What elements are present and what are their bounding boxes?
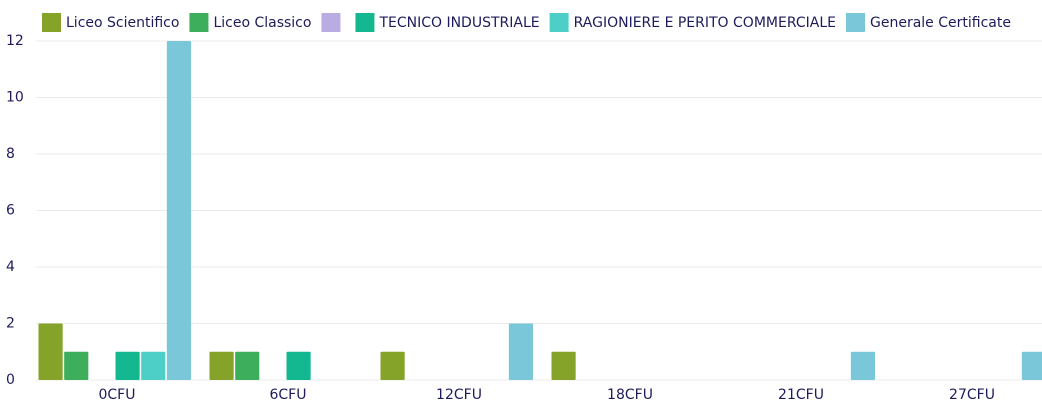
bar (551, 351, 576, 380)
y-tick-label: 8 (6, 146, 15, 162)
legend-label: TECNICO INDUSTRIALE (378, 15, 539, 31)
bar (1021, 351, 1042, 380)
legend-label: RAGIONIERE E PERITO COMMERCIALE (574, 15, 836, 31)
bar (115, 351, 140, 380)
bar (508, 323, 533, 380)
y-tick-label: 12 (6, 33, 24, 49)
legend-swatch (42, 13, 61, 32)
bar (235, 351, 260, 380)
legend: Liceo Scientifico Liceo Classico TECNICO I… (42, 13, 1011, 32)
legend-swatch (189, 13, 209, 32)
bar (141, 351, 166, 380)
x-tick-label: 27CFU (949, 387, 995, 403)
y-tick-label: 6 (6, 203, 15, 219)
legend-swatch (846, 13, 865, 32)
x-tick-label: 12CFU (436, 387, 482, 403)
legend-swatch (355, 13, 375, 32)
bar (64, 351, 89, 380)
legend-label: Liceo Scientifico (66, 15, 179, 31)
y-tick-label: 4 (6, 259, 15, 275)
y-tick-label: 0 (6, 372, 15, 388)
x-tick-label: 0CFU (99, 387, 136, 403)
bar (380, 351, 405, 380)
y-tick-label: 10 (6, 90, 24, 106)
legend-label: Generale Certificate (870, 15, 1011, 31)
bar (286, 351, 311, 380)
bar (38, 323, 63, 380)
bar (209, 351, 234, 380)
x-tick-label: 6CFU (270, 387, 307, 403)
x-tick-label: 18CFU (607, 387, 653, 403)
y-tick-label: 2 (6, 316, 15, 332)
grid: 0 2 4 6 8 10 12 0CFU 6CFU 12CFU 18CFU 21CFU 27CFU (6, 33, 1042, 403)
bar (166, 41, 191, 380)
legend-swatch (549, 13, 569, 32)
legend-swatch (321, 13, 341, 32)
x-tick-label: 21CFU (778, 387, 824, 403)
bar (850, 351, 875, 380)
legend-label: Liceo Classico (213, 15, 311, 31)
bars (38, 41, 1042, 380)
